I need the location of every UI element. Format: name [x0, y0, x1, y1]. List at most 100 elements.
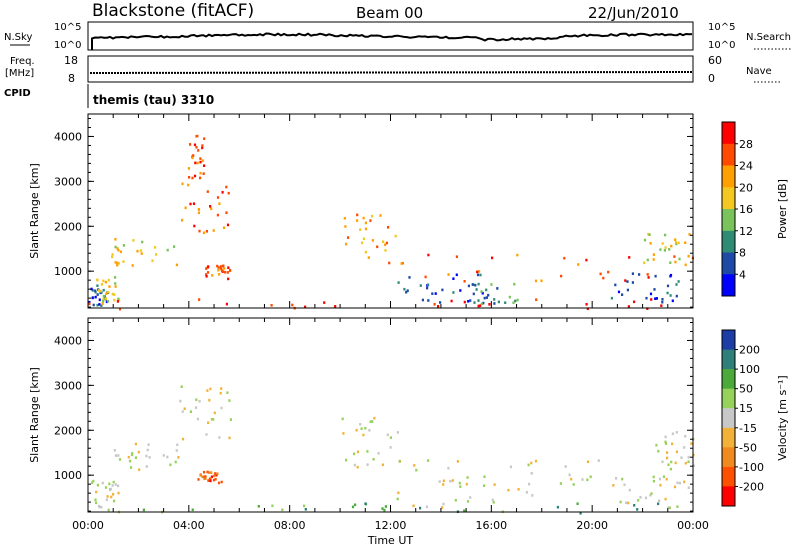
power-cell — [362, 237, 365, 241]
power-cell — [116, 300, 119, 303]
power-cell — [471, 283, 474, 286]
velocity-cell — [181, 410, 184, 413]
velocity-cell — [114, 454, 118, 457]
power-cell — [227, 266, 230, 269]
power-cell — [631, 281, 634, 284]
velocity-cell — [117, 454, 120, 457]
power-cell — [674, 241, 677, 244]
velocity-cell — [674, 461, 677, 465]
power-cell — [614, 283, 617, 287]
velocity-cell — [517, 488, 520, 491]
power-cell — [166, 248, 169, 252]
velocity-cell — [146, 448, 149, 452]
velocity-cell — [228, 399, 231, 402]
power-cell — [114, 261, 117, 264]
power-cell — [406, 289, 409, 292]
velocity-cell — [351, 505, 355, 509]
velocity-cell — [366, 450, 369, 453]
power-cell — [119, 250, 122, 254]
power-cell — [437, 305, 440, 308]
power-cell — [408, 276, 411, 279]
velocity-cell — [195, 406, 198, 409]
power-cell — [419, 284, 422, 287]
velocity-xtick-label: 08:00 — [274, 519, 306, 532]
velocity-cell — [369, 420, 372, 423]
power-cell — [102, 288, 105, 292]
velocity-cell — [174, 460, 177, 464]
power-cell — [116, 247, 119, 250]
power-cell — [364, 221, 367, 225]
velocity-cell — [214, 477, 217, 481]
power-cell — [210, 207, 213, 211]
velocity-xtick-label: 12:00 — [375, 519, 407, 532]
velocity-cell — [113, 499, 116, 503]
power-cell — [371, 214, 374, 218]
velocity-cell — [209, 479, 212, 483]
power-cell — [385, 241, 388, 245]
power-cell — [670, 244, 673, 248]
velocity-cell — [145, 454, 148, 458]
velocity-cell — [684, 434, 687, 438]
velocity-cell — [114, 483, 117, 486]
velocity-cell — [652, 479, 655, 483]
velocity-cell — [676, 481, 679, 485]
power-cell — [394, 234, 397, 238]
power-cell — [117, 297, 120, 301]
velocity-cell — [664, 440, 667, 444]
velocity-cell — [341, 417, 344, 421]
velocity-cell — [412, 504, 415, 508]
velocity-cell — [210, 471, 213, 474]
power-cell — [684, 263, 687, 267]
velocity-cell — [628, 488, 631, 492]
velocity-cell — [183, 407, 186, 410]
power-cell — [136, 249, 139, 253]
power-cell — [652, 253, 655, 256]
velocity-cell — [657, 449, 660, 453]
power-cell — [225, 185, 228, 189]
velocity-cell — [353, 463, 356, 467]
power-cell — [455, 273, 458, 277]
power-cell — [344, 225, 347, 228]
velocity-cell — [220, 480, 223, 484]
velocity-cell — [218, 436, 221, 439]
power-cell — [108, 285, 111, 288]
velocity-cell — [687, 456, 690, 459]
power-cell — [476, 273, 480, 277]
velocity-cell — [680, 456, 683, 459]
velocity-cell — [671, 432, 674, 436]
velocity-cell — [207, 479, 210, 482]
power-cell — [113, 293, 116, 296]
velocity-cell — [636, 508, 639, 511]
power-cell — [482, 301, 485, 305]
power-cell — [631, 272, 634, 275]
velocity-cell — [383, 508, 386, 512]
power-cell — [643, 261, 646, 265]
velocity-cell — [101, 481, 104, 485]
velocity-cell — [667, 506, 670, 509]
velocity-cell — [228, 436, 231, 440]
power-cell — [291, 303, 294, 307]
velocity-cell — [94, 498, 97, 502]
velocity-cell — [214, 472, 217, 475]
power-cell — [193, 224, 196, 228]
power-cell — [196, 134, 199, 138]
velocity-cell — [396, 497, 399, 501]
power-cell — [216, 196, 220, 199]
power-cell — [227, 191, 230, 195]
power-cell — [225, 302, 228, 306]
power-cell — [384, 249, 387, 252]
velocity-cell — [666, 456, 669, 460]
velocity-cell — [670, 460, 673, 464]
velocity-cell — [210, 475, 213, 479]
power-cell — [304, 305, 307, 309]
velocity-cell — [127, 455, 130, 459]
power-cell — [477, 299, 480, 302]
power-cell — [513, 282, 516, 286]
velocity-cell — [572, 483, 575, 486]
power-cell — [223, 267, 226, 270]
power-cell — [678, 257, 681, 261]
power-cell — [94, 290, 97, 294]
velocity-cell — [633, 504, 636, 507]
velocity-cell — [355, 428, 358, 432]
velocity-cell — [666, 451, 669, 454]
